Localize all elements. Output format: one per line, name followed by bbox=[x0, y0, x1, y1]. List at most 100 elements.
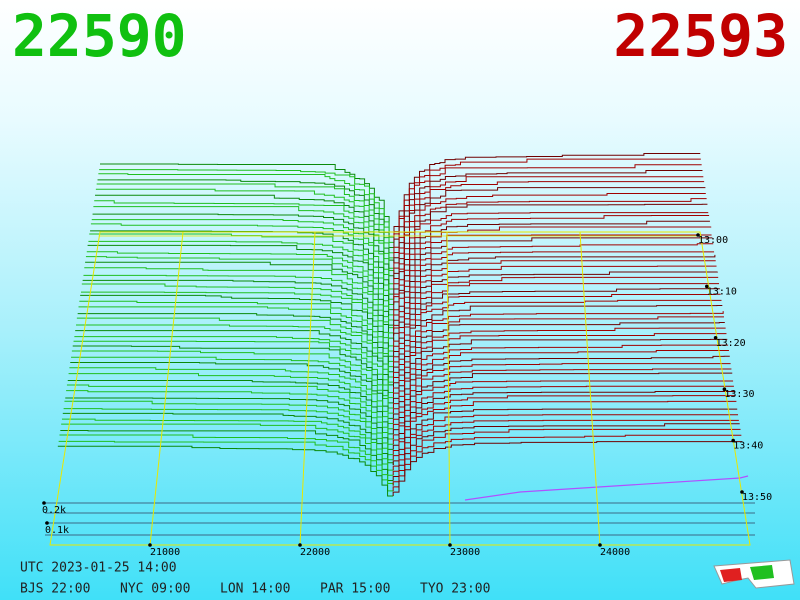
bid-depth-line bbox=[58, 440, 394, 492]
utc-time: UTC 2023-01-25 14:00 bbox=[20, 561, 177, 576]
ask-depth-line bbox=[393, 203, 708, 279]
bid-depth-line bbox=[95, 188, 395, 259]
ask-depth-line bbox=[393, 192, 706, 269]
bid-depth-line bbox=[59, 434, 394, 486]
bid-depth-line bbox=[99, 169, 395, 238]
ask-depth-line bbox=[393, 271, 718, 341]
bid-depth-line bbox=[95, 194, 395, 264]
bid-depth-line bbox=[92, 213, 395, 279]
ask-depth-line bbox=[392, 414, 739, 471]
bid-depth-line bbox=[94, 200, 395, 269]
ask-depth-line bbox=[392, 390, 735, 450]
ask-depth-line bbox=[393, 153, 701, 232]
city-time: PAR 15:00 bbox=[320, 582, 390, 597]
tick-dot bbox=[705, 284, 709, 289]
price-label: 21000 bbox=[150, 547, 180, 558]
bid-depth-line bbox=[76, 324, 395, 383]
bid-depth-line bbox=[80, 291, 395, 352]
ask-depth-line bbox=[393, 176, 704, 253]
ask-depth-line bbox=[392, 428, 741, 486]
ask-depth-line bbox=[392, 344, 729, 409]
depth-edge bbox=[464, 475, 749, 501]
ask-depth-line bbox=[393, 265, 717, 336]
bid-depth-line bbox=[85, 261, 395, 326]
bid-depth-line bbox=[67, 380, 394, 435]
ask-depth-line bbox=[392, 400, 737, 460]
bid-price: 22590 bbox=[12, 2, 187, 70]
bid-depth-line bbox=[74, 336, 394, 393]
ask-depth-line bbox=[393, 214, 710, 289]
city-time: LON 14:00 bbox=[220, 582, 290, 597]
bid-depth-line bbox=[77, 313, 395, 373]
floor-outline bbox=[49, 231, 751, 546]
ask-depth-line bbox=[392, 423, 740, 481]
ask-depth-line bbox=[393, 283, 720, 352]
price-guide bbox=[299, 231, 316, 546]
bid-depth-line bbox=[81, 283, 395, 347]
bid-depth-line bbox=[73, 340, 394, 399]
ask-depth-line bbox=[392, 372, 733, 434]
bid-depth-line bbox=[63, 408, 394, 461]
bid-depth-line bbox=[82, 279, 395, 341]
ask-depth-line bbox=[392, 338, 728, 403]
bid-depth-line bbox=[62, 412, 394, 465]
ask-depth-line bbox=[393, 234, 712, 305]
bid-depth-line bbox=[91, 219, 395, 285]
bid-depth-line bbox=[89, 233, 395, 300]
bid-depth-line bbox=[80, 294, 395, 357]
bid-depth-line bbox=[64, 400, 394, 456]
bid-depth-line bbox=[93, 206, 395, 274]
ask-depth-line bbox=[393, 169, 703, 248]
ask-depth-line bbox=[392, 350, 729, 414]
ask-depth-line bbox=[393, 305, 723, 372]
tick-dot bbox=[42, 501, 46, 505]
bid-depth-line bbox=[57, 445, 394, 497]
tick-dot bbox=[448, 543, 452, 547]
price-guide bbox=[446, 231, 451, 546]
ask-depth-line bbox=[393, 288, 720, 357]
time-label: 13:50 bbox=[742, 492, 772, 503]
bid-depth-line bbox=[61, 418, 394, 471]
bid-depth-line bbox=[98, 173, 395, 243]
bid-depth-line bbox=[66, 384, 394, 440]
price-label: 24000 bbox=[600, 547, 630, 558]
tick-dot bbox=[713, 336, 718, 340]
time-label: 13:20 bbox=[716, 338, 746, 349]
time-label: 13:30 bbox=[724, 389, 754, 400]
time-label: 13:40 bbox=[733, 441, 763, 452]
bid-depth-line bbox=[61, 423, 394, 476]
bid-depth-line bbox=[88, 240, 395, 305]
ask-depth-line bbox=[393, 254, 716, 326]
bid-depth-line bbox=[97, 179, 395, 249]
bid-depth-line bbox=[100, 163, 395, 233]
bid-depth-line bbox=[60, 430, 394, 481]
time-label: 13:00 bbox=[698, 235, 728, 246]
bid-depth-line bbox=[75, 330, 395, 388]
bid-depth-line bbox=[65, 397, 394, 450]
bid-depth-line bbox=[96, 183, 395, 254]
ask-depth-line bbox=[392, 441, 743, 497]
price-label: 22000 bbox=[300, 547, 330, 558]
ask-depth-line bbox=[393, 316, 724, 383]
ask-depth-line bbox=[393, 276, 719, 346]
ask-depth-line bbox=[393, 251, 715, 321]
ask-depth-line bbox=[393, 212, 709, 284]
ask-depth-line bbox=[392, 333, 727, 398]
ask-depth-line bbox=[392, 434, 742, 491]
tick-dot bbox=[696, 233, 700, 237]
ask-depth-line bbox=[393, 164, 702, 243]
bid-depth-line bbox=[78, 306, 395, 368]
tick-dot bbox=[740, 490, 744, 494]
bid-depth-line bbox=[66, 390, 394, 445]
tick-dot bbox=[598, 543, 602, 547]
bid-depth-line bbox=[85, 256, 395, 321]
ask-depth-line bbox=[392, 419, 739, 476]
tick-dot bbox=[45, 521, 49, 525]
ask-depth-line bbox=[393, 237, 713, 310]
tick-dot bbox=[148, 543, 152, 547]
ask-depth-line bbox=[393, 260, 716, 331]
ask-depth-line bbox=[392, 368, 732, 429]
city-time: TYO 23:00 bbox=[420, 582, 490, 597]
tick-dot bbox=[298, 543, 302, 547]
